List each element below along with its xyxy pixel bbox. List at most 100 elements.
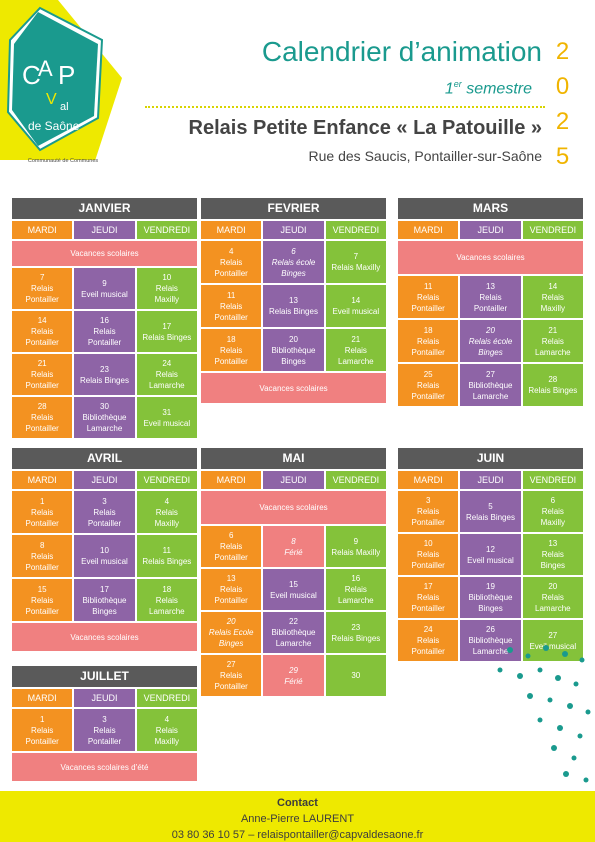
event-cell: 11 Relais Binges — [136, 535, 197, 577]
event-cell: 16 Relais Pontailler — [74, 311, 135, 352]
vacation-band: Vacances scolaires — [12, 241, 197, 266]
event-cell: 14 Eveil musical — [325, 285, 386, 327]
day-header-row: MARDI JEUDI VENDREDI — [12, 689, 197, 707]
event-cell: 17 Bibliothèque Binges — [74, 579, 135, 621]
event-cell: 27 Eveil musical — [522, 620, 583, 661]
event-cell: 24 Relais Pontailler — [398, 620, 459, 661]
place-name: Relais Petite Enfance « La Patouille » — [188, 117, 542, 139]
event-cell: 22 Bibliothèque Lamarche — [263, 612, 324, 653]
page-title: Calendrier d’animation — [261, 36, 542, 67]
week-row: 18 Relais Pontailler 20 Relais école Bin… — [398, 320, 583, 362]
day-header-mardi: MARDI — [12, 689, 73, 707]
event-cell: 3 Relais Pontailler — [398, 491, 459, 532]
week-row: 28 Relais Pontailler 30 Bibliothèque Lam… — [12, 397, 197, 438]
event-cell: 18 Relais Pontailler — [398, 320, 459, 362]
subtitle-superscript: er — [453, 79, 462, 89]
day-header-row: MARDI JEUDI VENDREDI — [201, 471, 386, 489]
event-cell: 7 Relais Pontailler — [12, 268, 73, 309]
week-row: 8 Relais Pontailler 10 Eveil musical 11 … — [12, 535, 197, 577]
event-cell: 10 Eveil musical — [74, 535, 135, 577]
event-cell: 4 Relais Pontailler — [201, 241, 262, 283]
event-cell: 20 Bibliothèque Binges — [263, 329, 324, 371]
week-row: 25 Relais Pontailler 27 Bibliothèque Lam… — [398, 364, 583, 406]
logo-letter-v: V — [46, 91, 57, 108]
event-cell: 1 Relais Pontailler — [12, 709, 73, 751]
week-row: 13 Relais Pontailler 15 Eveil musical 16… — [201, 569, 386, 610]
event-cell: 21 Relais Pontailler — [12, 354, 73, 395]
month-mai: MAI MARDI JEUDI VENDREDI Vacances scolai… — [201, 448, 386, 696]
year-digit: 0 — [555, 73, 570, 100]
logo-de-saone: de Saône — [28, 119, 80, 133]
event-cell: 15 Eveil musical — [263, 569, 324, 610]
day-header-vendredi: VENDREDI — [325, 471, 386, 489]
day-header-mardi: MARDI — [201, 221, 262, 239]
month-title: JANVIER — [12, 198, 197, 219]
logo-letter-p: P — [58, 60, 75, 90]
event-cell: 4 Relais Maxilly — [136, 491, 197, 533]
contact-name: Anne-Pierre LAURENT — [240, 813, 355, 825]
week-row: 3 Relais Pontailler 5 Relais Binges 6 Re… — [398, 491, 583, 532]
event-cell: 28 Relais Binges — [522, 364, 583, 406]
month-janvier: JANVIER MARDI JEUDI VENDREDI Vacances sc… — [12, 198, 197, 438]
event-cell: 14 Relais Maxilly — [522, 276, 583, 318]
week-row: 17 Relais Pontailler 19 Bibliothèque Bin… — [398, 577, 583, 618]
event-cell: 5 Relais Binges — [460, 491, 521, 532]
event-cell: 23 Relais Binges — [74, 354, 135, 395]
vacation-band: Vacances scolaires — [201, 491, 386, 524]
week-row: 27 Relais Pontailler 29 Férié 30 — [201, 655, 386, 696]
event-cell: 13 Relais Binges — [263, 285, 324, 327]
day-header-jeudi: JEUDI — [74, 471, 135, 489]
logo-letter-a: A — [38, 56, 53, 81]
event-cell: 11 Relais Pontailler — [201, 285, 262, 327]
contact-footer: Contact Anne-Pierre LAURENT 03 80 36 10 … — [0, 791, 595, 842]
event-cell: 21 Relais Lamarche — [325, 329, 386, 371]
event-cell: 30 — [325, 655, 386, 696]
event-cell: 20 Relais Ecole Binges — [201, 612, 262, 653]
event-cell: 13 Relais Pontailler — [460, 276, 521, 318]
week-row: 1 Relais Pontailler 3 Relais Pontailler … — [12, 709, 197, 751]
contact-phone-email[interactable]: 03 80 36 10 57 – relaispontailler@capval… — [171, 829, 424, 841]
logo-letter-c: C — [22, 60, 41, 90]
month-title: AVRIL — [12, 448, 197, 469]
day-header-vendredi: VENDREDI — [522, 471, 583, 489]
week-row: 7 Relais Pontailler 9 Eveil musical 10 R… — [12, 268, 197, 309]
event-cell: 15 Relais Pontailler — [12, 579, 73, 621]
week-row: 15 Relais Pontailler 17 Bibliothèque Bin… — [12, 579, 197, 621]
event-cell: 28 Relais Pontailler — [12, 397, 73, 438]
month-title: JUIN — [398, 448, 583, 469]
week-row: 1 Relais Pontailler 3 Relais Pontailler … — [12, 491, 197, 533]
event-cell: 27 Bibliothèque Lamarche — [460, 364, 521, 406]
week-row: 24 Relais Pontailler 26 Bibliothèque Lam… — [398, 620, 583, 661]
week-row: 10 Relais Pontailler 12 Eveil musical 13… — [398, 534, 583, 575]
event-cell: 16 Relais Lamarche — [325, 569, 386, 610]
event-cell: 18 Relais Lamarche — [136, 579, 197, 621]
event-cell: 3 Relais Pontailler — [74, 491, 135, 533]
event-cell: 8 Relais Pontailler — [12, 535, 73, 577]
day-header-mardi: MARDI — [398, 221, 459, 239]
day-header-vendredi: VENDREDI — [522, 221, 583, 239]
event-cell: 6 Relais école Binges — [263, 241, 324, 283]
subtitle-text: semestre — [466, 80, 532, 98]
event-cell: 17 Relais Pontailler — [398, 577, 459, 618]
week-row: 11 Relais Pontailler 13 Relais Pontaille… — [398, 276, 583, 318]
logo-letters-al: al — [60, 101, 69, 113]
event-cell: 4 Relais Maxilly — [136, 709, 197, 751]
logo-tagline: Communauté de Communes — [27, 158, 99, 164]
day-header-jeudi: JEUDI — [263, 471, 324, 489]
event-cell: 25 Relais Pontailler — [398, 364, 459, 406]
vacation-band: Vacances scolaires d’été — [12, 753, 197, 781]
event-cell: 18 Relais Pontailler — [201, 329, 262, 371]
day-header-mardi: MARDI — [201, 471, 262, 489]
day-header-jeudi: JEUDI — [74, 221, 135, 239]
week-row: 21 Relais Pontailler 23 Relais Binges 24… — [12, 354, 197, 395]
event-cell: 13 Relais Binges — [522, 534, 583, 575]
event-cell: 23 Relais Binges — [325, 612, 386, 653]
day-header-row: MARDI JEUDI VENDREDI — [12, 471, 197, 489]
day-header-row: MARDI JEUDI VENDREDI — [12, 221, 197, 239]
logo: C A P V al de Saône Communauté de Commun… — [0, 0, 125, 180]
day-header-mardi: MARDI — [12, 471, 73, 489]
day-header-mardi: MARDI — [12, 221, 73, 239]
event-cell: 9 Relais Maxilly — [325, 526, 386, 567]
day-header-vendredi: VENDREDI — [325, 221, 386, 239]
decorative-dots — [497, 645, 591, 783]
